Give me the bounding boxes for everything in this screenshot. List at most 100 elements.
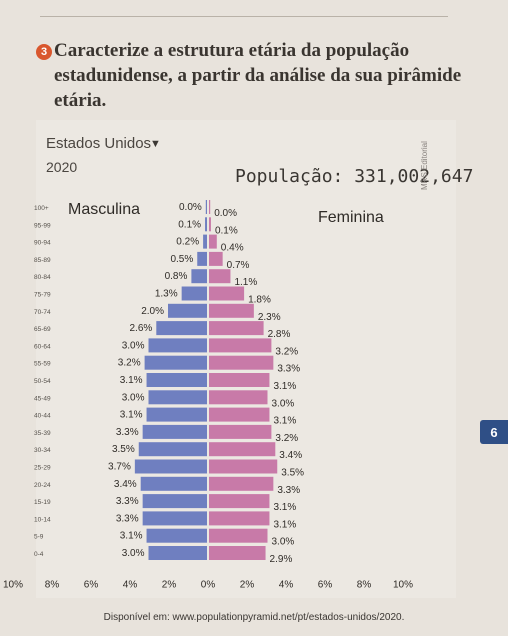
data-label-masculina: 3.7%	[108, 462, 131, 473]
data-label-masculina: 0.0%	[179, 202, 202, 213]
data-label-masculina: 3.4%	[114, 479, 137, 490]
bar-masculina	[148, 546, 207, 560]
bar-feminina	[209, 424, 272, 439]
bar-masculina	[144, 355, 207, 370]
data-label-masculina: 3.1%	[120, 410, 143, 421]
bar-masculina	[142, 511, 207, 526]
age-group-label: 40-44	[34, 413, 51, 420]
bar-feminina	[209, 251, 223, 266]
x-tick-label: 2%	[162, 579, 177, 590]
bar-masculina	[134, 459, 207, 474]
x-tick-label: 10%	[393, 579, 413, 590]
age-group-label: 25-29	[34, 465, 51, 472]
bar-feminina	[209, 303, 254, 318]
data-label-feminina: 3.2%	[275, 346, 298, 357]
bar-masculina	[197, 251, 207, 266]
bar-feminina	[209, 546, 266, 560]
age-group-label: 90-94	[34, 240, 51, 247]
data-label-feminina: 3.2%	[275, 433, 298, 444]
data-label-feminina: 1.1%	[234, 277, 257, 288]
x-tick-label: 10%	[3, 579, 23, 590]
data-label-feminina: 0.7%	[227, 260, 250, 271]
bar-masculina	[138, 442, 207, 457]
data-label-feminina: 3.1%	[273, 519, 296, 530]
data-label-masculina: 3.0%	[122, 340, 145, 351]
bar-masculina	[146, 528, 207, 543]
data-label-feminina: 3.3%	[277, 485, 300, 496]
age-group-label: 45-49	[34, 395, 51, 402]
data-label-feminina: 0.1%	[215, 225, 238, 236]
series-name-feminina: Feminina	[318, 209, 384, 226]
data-label-feminina: 2.9%	[270, 554, 293, 565]
x-tick-label: 8%	[45, 579, 60, 590]
bar-masculina	[205, 217, 207, 232]
data-label-masculina: 3.3%	[116, 496, 139, 507]
age-group-label: 80-84	[34, 274, 51, 281]
age-group-label: 10-14	[34, 516, 51, 523]
page-side-tab: 6	[480, 420, 508, 444]
data-label-masculina: 3.5%	[112, 444, 135, 455]
age-group-label: 5-9	[34, 534, 44, 541]
data-label-masculina: 2.0%	[141, 306, 164, 317]
bar-masculina	[205, 200, 207, 214]
bar-masculina	[148, 390, 207, 405]
data-label-masculina: 3.3%	[116, 427, 139, 438]
data-label-masculina: 0.1%	[178, 219, 201, 230]
data-label-feminina: 3.1%	[273, 381, 296, 392]
age-group-label: 75-79	[34, 292, 51, 299]
bar-feminina	[209, 511, 270, 526]
bar-feminina	[209, 373, 270, 387]
question-text: Caracterize a estrutura etária da popula…	[54, 40, 462, 111]
data-label-masculina: 3.3%	[116, 513, 139, 524]
bar-masculina	[191, 269, 207, 284]
data-label-masculina: 3.1%	[120, 375, 143, 386]
data-label-feminina: 3.0%	[272, 537, 295, 548]
age-group-label: 20-24	[34, 482, 51, 489]
x-tick-label: 4%	[123, 579, 138, 590]
year-label: 2020	[46, 159, 78, 175]
data-label-feminina: 0.0%	[214, 208, 237, 219]
population-total: População: 331,002,647	[235, 166, 474, 187]
age-group-label: 30-34	[34, 447, 51, 454]
bar-feminina	[209, 528, 268, 543]
x-tick-label: 6%	[84, 579, 99, 590]
bar-masculina	[181, 286, 207, 301]
bar-feminina	[209, 494, 270, 509]
age-group-label: 35-39	[34, 430, 51, 437]
age-group-label: 85-89	[34, 257, 51, 264]
bar-masculina	[142, 494, 207, 509]
data-label-feminina: 3.5%	[281, 468, 304, 479]
age-group-label: 0-4	[34, 551, 44, 558]
data-label-feminina: 3.1%	[273, 416, 296, 427]
age-group-label: 60-64	[34, 343, 51, 350]
bar-feminina	[209, 217, 211, 232]
bar-feminina	[209, 459, 278, 474]
bar-masculina	[203, 234, 207, 249]
data-label-feminina: 1.8%	[248, 295, 271, 306]
data-label-feminina: 3.0%	[272, 398, 295, 409]
bar-feminina	[209, 338, 272, 353]
data-label-masculina: 3.2%	[118, 358, 141, 369]
bar-masculina	[146, 407, 207, 422]
top-divider	[40, 16, 448, 17]
data-label-masculina: 3.0%	[122, 548, 145, 559]
data-label-masculina: 3.1%	[120, 531, 143, 542]
x-tick-label: 6%	[318, 579, 333, 590]
bar-masculina	[148, 338, 207, 353]
data-label-feminina: 2.3%	[258, 312, 281, 323]
data-label-feminina: 3.3%	[277, 364, 300, 375]
chevron-down-icon[interactable]: ▼	[150, 138, 161, 150]
data-label-feminina: 3.4%	[279, 450, 302, 461]
bar-masculina	[168, 303, 207, 318]
x-tick-label: 4%	[279, 579, 294, 590]
age-group-label: 95-99	[34, 222, 51, 229]
bar-masculina	[142, 424, 207, 439]
x-tick-label: 8%	[357, 579, 372, 590]
question-number: 3	[36, 44, 52, 60]
data-label-feminina: 2.8%	[268, 329, 291, 340]
country-selector[interactable]: Estados Unidos	[46, 135, 152, 152]
age-group-label: 70-74	[34, 309, 51, 316]
data-label-masculina: 0.5%	[170, 254, 193, 265]
bar-feminina	[209, 442, 276, 457]
